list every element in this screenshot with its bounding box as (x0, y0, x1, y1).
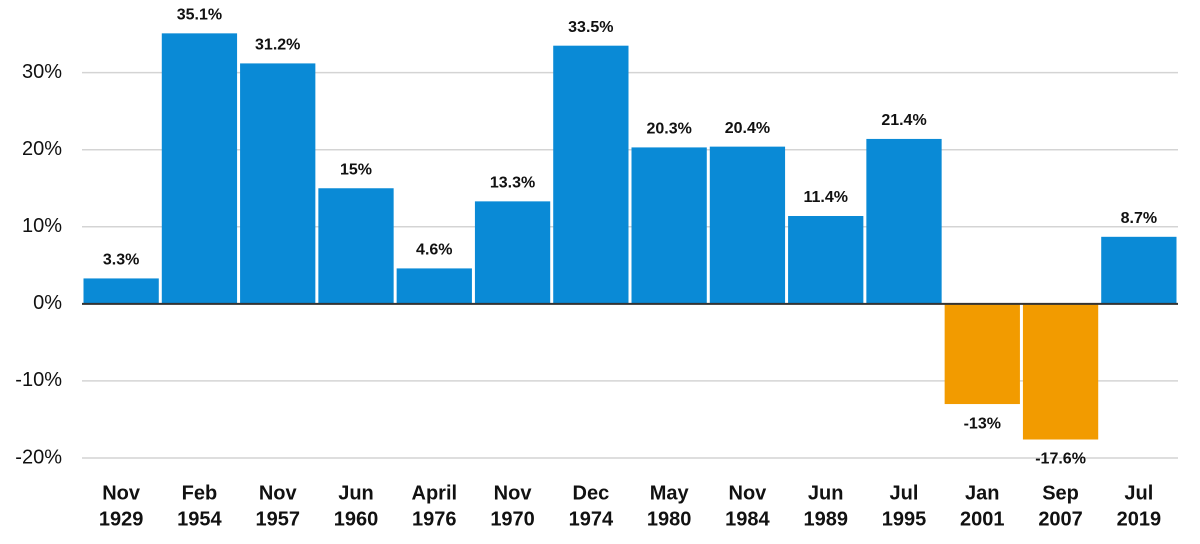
value-label: 11.4% (803, 189, 847, 206)
y-tick-label: 20% (22, 138, 62, 160)
value-label: 3.3% (103, 252, 139, 269)
x-tick-label: April (412, 482, 458, 504)
value-label: 13.3% (490, 175, 535, 192)
bar (709, 146, 786, 304)
bar (788, 216, 864, 304)
bar (83, 278, 159, 304)
x-tick-label: May (650, 482, 690, 504)
x-tick-label: 1974 (569, 508, 614, 530)
x-tick-label: 1957 (255, 508, 300, 530)
x-tick-label: Nov (729, 482, 768, 504)
value-label: 4.6% (416, 242, 452, 259)
y-tick-label: 10% (22, 215, 62, 237)
value-label: 33.5% (568, 19, 613, 36)
x-tick-label: 1970 (490, 508, 535, 530)
y-tick-label: -10% (15, 369, 62, 391)
value-label: 35.1% (177, 7, 222, 24)
x-tick-label: Dec (573, 482, 610, 504)
x-tick-label: Nov (494, 482, 533, 504)
x-tick-label: Jul (1124, 482, 1153, 504)
bar (1022, 303, 1099, 440)
x-tick-label: Nov (259, 482, 298, 504)
x-tick-label: Sep (1042, 482, 1079, 504)
bar (318, 188, 394, 304)
bar (553, 45, 629, 304)
y-tick-label: -20% (15, 446, 62, 468)
bar (240, 63, 316, 304)
x-tick-label: 1954 (177, 508, 222, 530)
value-label: 20.4% (725, 120, 770, 137)
x-tick-label: Feb (182, 482, 218, 504)
x-tick-label: 2007 (1038, 508, 1083, 530)
bar (944, 303, 1020, 405)
x-tick-label: Jun (808, 482, 844, 504)
bar (1101, 236, 1177, 304)
x-tick-label: Jul (890, 482, 919, 504)
bar (396, 268, 472, 304)
x-tick-label: Nov (102, 482, 141, 504)
bar (866, 138, 942, 304)
value-label: 20.3% (646, 121, 691, 138)
x-tick-label: 2001 (960, 508, 1005, 530)
x-tick-label: Jun (338, 482, 374, 504)
value-label: -13% (964, 415, 1001, 432)
x-tick-label: 1976 (412, 508, 457, 530)
x-tick-label: 1989 (803, 508, 848, 530)
y-tick-label: 30% (22, 61, 62, 83)
value-label: -17.6% (1035, 451, 1086, 468)
y-tick-label: 0% (33, 292, 62, 314)
x-tick-label: Jan (965, 482, 999, 504)
value-label: 15% (340, 161, 372, 178)
x-tick-label: 2019 (1117, 508, 1162, 530)
x-tick-label: 1995 (882, 508, 927, 530)
x-tick-label: 1929 (99, 508, 144, 530)
x-tick-label: 1960 (334, 508, 379, 530)
x-tick-label: 1984 (725, 508, 770, 530)
value-label: 31.2% (255, 37, 300, 54)
value-label: 8.7% (1121, 210, 1157, 227)
bar (474, 201, 551, 304)
bar (631, 147, 707, 304)
bar (161, 33, 238, 304)
x-tick-label: 1980 (647, 508, 692, 530)
value-label: 21.4% (881, 112, 926, 129)
